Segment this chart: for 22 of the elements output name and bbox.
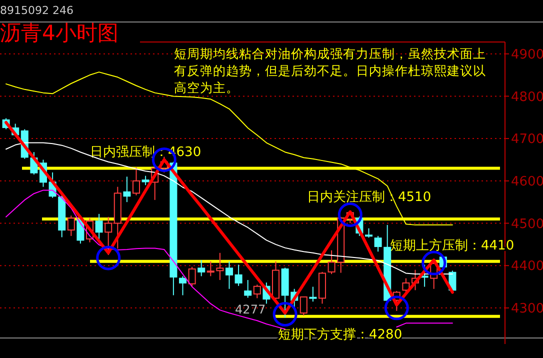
point (272, 302, 298, 327)
candlestick (123, 176, 131, 203)
point (422, 250, 446, 276)
chart-title: 沥青4小时图 (0, 21, 118, 45)
candlestick (132, 166, 140, 196)
point (384, 296, 409, 320)
candlestick (244, 279, 252, 298)
point (96, 246, 121, 270)
text: 8915092 246 (0, 4, 74, 17)
ref-line-label: 短期下方支撑：4280 (278, 326, 402, 342)
annotation: 4277 (235, 302, 266, 317)
annotation: 短周期均线粘合对油价构成强有力压制，虽然技术面上有反弹的趋势，但是后劲不足。日内操作杜琼熙建议以高空为主。 (174, 46, 486, 95)
y-tick-label: 4900 (511, 47, 543, 62)
y-tick-label: 4500 (511, 216, 543, 232)
candlestick (178, 276, 187, 296)
point (338, 202, 362, 227)
y-tick-label: 4800 (511, 90, 543, 105)
y-tick-label: 4400 (511, 259, 543, 274)
y-tick-label: 4700 (511, 132, 543, 148)
y-tick-label: 4600 (511, 174, 543, 190)
line-series (4, 120, 454, 315)
y-tick-label: 4300 (511, 301, 543, 316)
